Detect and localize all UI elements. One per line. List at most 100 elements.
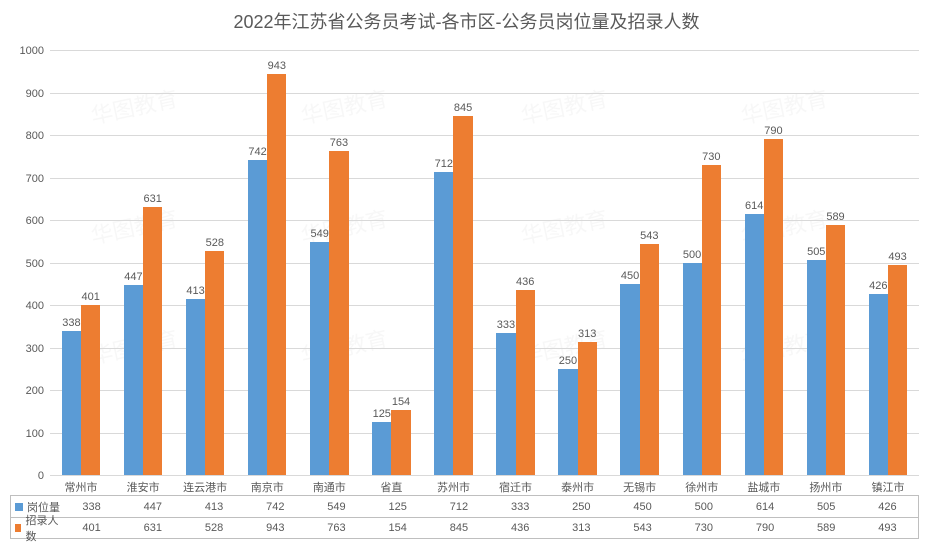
bar-value-label: 250 [559, 355, 577, 369]
bar-value-label: 763 [330, 137, 348, 151]
table-cell: 450 [612, 501, 673, 513]
bar-招录人数: 790 [764, 139, 783, 475]
bar-岗位量: 712 [434, 172, 453, 475]
grid-line: 400 [50, 305, 919, 306]
legend-swatch [15, 503, 23, 511]
y-tick-label: 400 [26, 300, 50, 312]
y-tick-label: 100 [26, 428, 50, 440]
table-cell: 763 [306, 522, 367, 534]
bar-招录人数: 401 [81, 305, 100, 475]
plot-area: 01002003004005006007008009001000常州市33840… [50, 50, 919, 475]
bar-chart: 2022年江苏省公务员考试-各市区-公务员岗位量及招录人数 0 100 200 300… [0, 0, 933, 543]
x-tick-label: 苏州市 [437, 475, 470, 495]
bar-岗位量: 338 [62, 331, 81, 475]
bar-岗位量: 742 [248, 160, 267, 475]
table-cell: 505 [796, 501, 857, 513]
bar-招录人数: 528 [205, 251, 224, 475]
bar-value-label: 447 [124, 271, 142, 285]
table-cell: 943 [245, 522, 306, 534]
bar-岗位量: 447 [124, 285, 143, 475]
x-tick-label: 南京市 [251, 475, 284, 495]
bar-招录人数: 763 [329, 151, 348, 475]
x-tick-label: 省直 [380, 475, 402, 495]
bar-value-label: 943 [268, 60, 286, 74]
bar-招录人数: 436 [516, 290, 535, 475]
table-cell: 614 [734, 501, 795, 513]
bar-招录人数: 154 [391, 410, 410, 475]
y-tick-label: 1000 [20, 45, 50, 57]
bar-value-label: 790 [764, 125, 782, 139]
table-cells: 4016315289437631548454363135437307905894… [61, 522, 918, 534]
bar-value-label: 614 [745, 200, 763, 214]
legend-label: 招录人数 [25, 512, 61, 544]
bar-岗位量: 333 [496, 333, 515, 475]
y-tick-label: 600 [26, 215, 50, 227]
bar-value-label: 528 [206, 237, 224, 251]
x-tick-label: 镇江市 [871, 475, 904, 495]
table-cell: 528 [183, 522, 244, 534]
table-cell: 436 [490, 522, 551, 534]
bar-value-label: 426 [869, 280, 887, 294]
table-cells: 3384474137425491257123332504505006145054… [61, 501, 918, 513]
legend-item: 招录人数 [11, 512, 61, 544]
table-cell: 447 [122, 501, 183, 513]
table-cell: 413 [183, 501, 244, 513]
x-tick-label: 常州市 [65, 475, 98, 495]
bar-value-label: 500 [683, 249, 701, 263]
bar-岗位量: 426 [869, 294, 888, 475]
grid-line: 500 [50, 263, 919, 264]
grid-line: 600 [50, 220, 919, 221]
data-table: 岗位量3384474137425491257123332504505006145… [10, 495, 919, 539]
table-cell: 543 [612, 522, 673, 534]
x-tick-label: 盐城市 [747, 475, 780, 495]
table-cell: 500 [673, 501, 734, 513]
y-tick-label: 800 [26, 130, 50, 142]
bar-招录人数: 313 [578, 342, 597, 475]
legend-swatch [15, 524, 21, 532]
table-cell: 250 [551, 501, 612, 513]
table-cell: 313 [551, 522, 612, 534]
bar-岗位量: 450 [620, 284, 639, 475]
table-cell: 401 [61, 522, 122, 534]
x-tick-label: 徐州市 [685, 475, 718, 495]
grid-line: 100 [50, 433, 919, 434]
bar-岗位量: 500 [683, 263, 702, 476]
table-cell: 493 [857, 522, 918, 534]
x-tick-label: 淮安市 [127, 475, 160, 495]
table-cell: 730 [673, 522, 734, 534]
x-tick-label: 泰州市 [561, 475, 594, 495]
grid-line: 1000 [50, 50, 919, 51]
bar-value-label: 589 [826, 211, 844, 225]
table-cell: 426 [857, 501, 918, 513]
table-cell: 154 [367, 522, 428, 534]
table-row: 岗位量3384474137425491257123332504505006145… [11, 496, 918, 517]
bar-value-label: 712 [435, 158, 453, 172]
grid-line: 700 [50, 178, 919, 179]
grid-line: 0 [50, 475, 919, 476]
bar-value-label: 333 [497, 319, 515, 333]
table-cell: 712 [428, 501, 489, 513]
bar-value-label: 631 [144, 193, 162, 207]
x-tick-label: 连云港市 [183, 475, 227, 495]
table-cell: 125 [367, 501, 428, 513]
bar-value-label: 413 [186, 285, 204, 299]
bar-岗位量: 250 [558, 369, 577, 475]
table-cell: 845 [428, 522, 489, 534]
chart-title: 2022年江苏省公务员考试-各市区-公务员岗位量及招录人数 [0, 8, 933, 34]
bar-value-label: 493 [888, 251, 906, 265]
bar-招录人数: 493 [888, 265, 907, 475]
grid-line: 900 [50, 93, 919, 94]
bar-招录人数: 845 [453, 116, 472, 475]
table-cell: 589 [796, 522, 857, 534]
y-tick-label: 300 [26, 343, 50, 355]
grid-line: 200 [50, 390, 919, 391]
bar-岗位量: 505 [807, 260, 826, 475]
bar-招录人数: 589 [826, 225, 845, 475]
y-tick-label: 0 [38, 470, 50, 482]
grid-line: 800 [50, 135, 919, 136]
table-cell: 790 [734, 522, 795, 534]
bar-value-label: 730 [702, 151, 720, 165]
bar-value-label: 742 [248, 146, 266, 160]
bar-value-label: 313 [578, 328, 596, 342]
table-cell: 549 [306, 501, 367, 513]
